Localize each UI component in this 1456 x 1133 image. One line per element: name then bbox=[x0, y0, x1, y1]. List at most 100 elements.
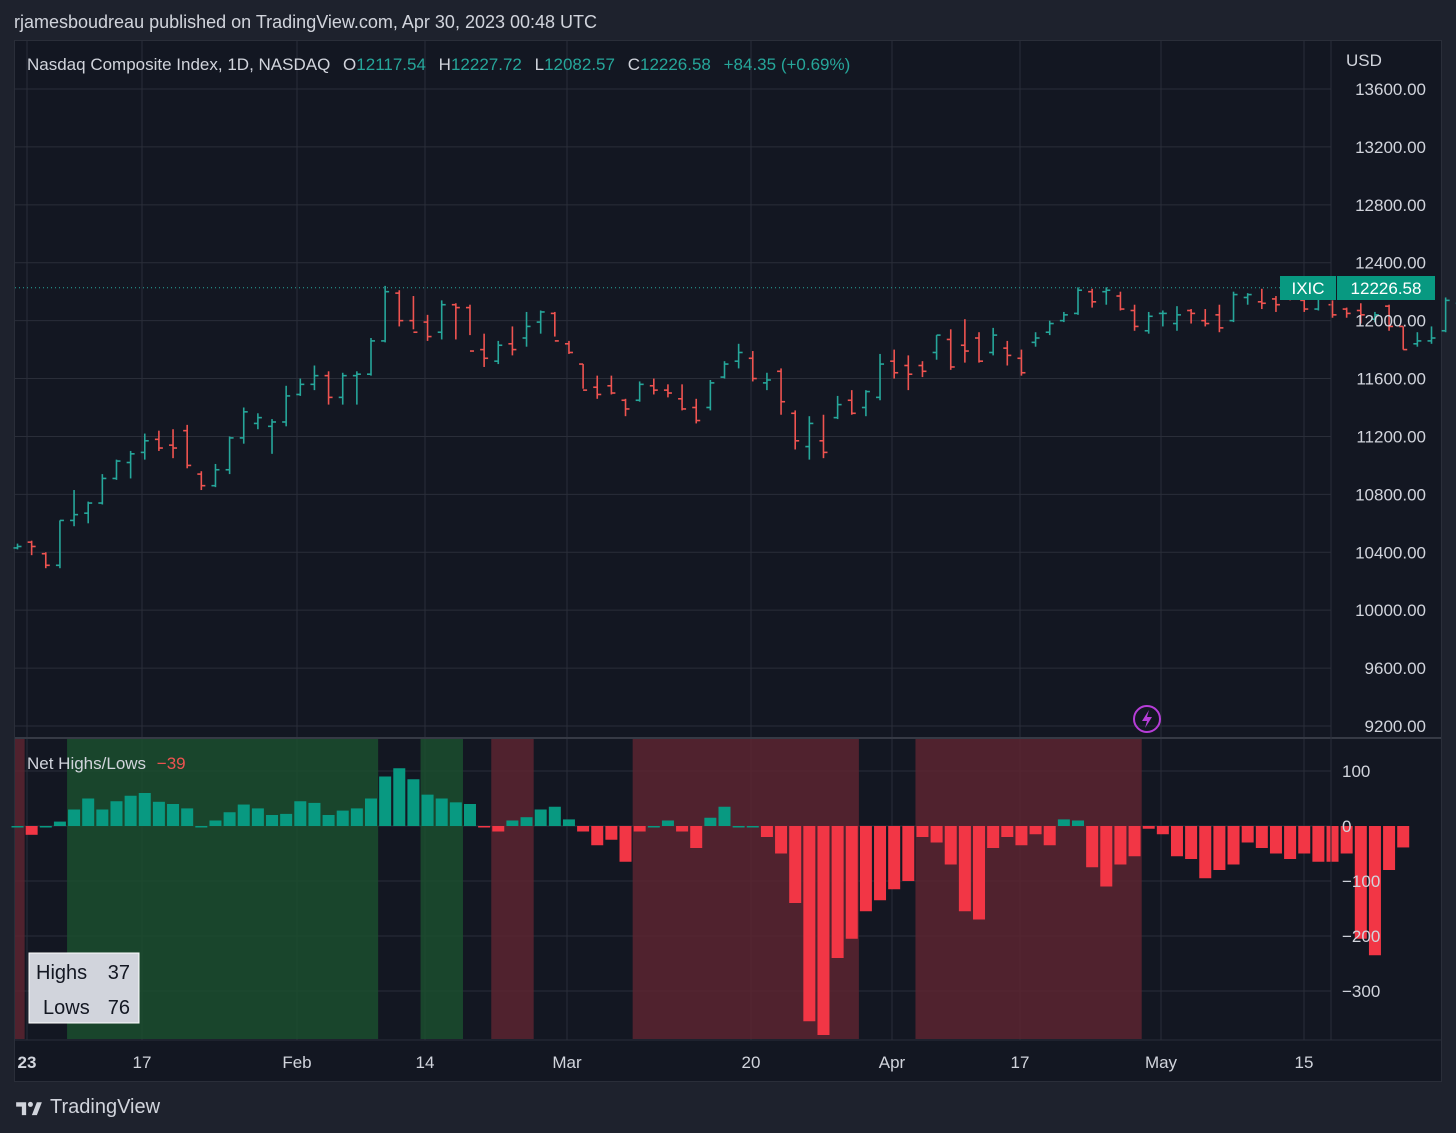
legend-close-label: C bbox=[628, 55, 640, 74]
histogram-bar bbox=[647, 826, 660, 828]
ohlc-bar bbox=[367, 338, 375, 376]
time-tick-label: 23 bbox=[18, 1053, 37, 1072]
symbol-label-box bbox=[1280, 276, 1336, 300]
histogram-bar bbox=[817, 826, 830, 1035]
ohlc-bar bbox=[1059, 311, 1068, 323]
histogram-bar bbox=[1057, 819, 1070, 826]
histogram-bar bbox=[902, 826, 915, 881]
legend-open-label: O bbox=[343, 55, 356, 74]
ohlc-bar bbox=[41, 552, 50, 569]
histogram-bar bbox=[25, 826, 38, 835]
symbol-label: IXIC bbox=[1291, 279, 1324, 298]
histogram-bar bbox=[1199, 826, 1212, 879]
histogram-bar bbox=[1142, 826, 1155, 829]
ohlc-bar bbox=[352, 371, 361, 405]
histogram-bar bbox=[1114, 826, 1127, 865]
price-tick-label: 10000.00 bbox=[1355, 601, 1426, 620]
ohlc-bar bbox=[833, 395, 842, 420]
ohlc-bar bbox=[1172, 306, 1181, 331]
histogram-bar bbox=[605, 826, 618, 840]
ohlc-bar bbox=[1088, 288, 1097, 308]
ohlc-bar bbox=[480, 333, 489, 367]
histogram-bar bbox=[1086, 826, 1099, 868]
histogram-bar bbox=[973, 826, 986, 920]
histogram-bar bbox=[803, 826, 816, 1022]
ohlc-bar bbox=[663, 384, 672, 398]
histogram-bar bbox=[138, 793, 151, 826]
ohlc-bar bbox=[791, 410, 800, 450]
indicator-tick-label: 0 bbox=[1342, 817, 1351, 836]
price-tick-label: 13600.00 bbox=[1355, 80, 1426, 99]
histogram-bar bbox=[294, 801, 307, 826]
ohlc-bar bbox=[126, 450, 135, 479]
publisher-line: rjamesboudreau published on TradingView.… bbox=[14, 12, 598, 32]
legend-high-value: 12227.72 bbox=[451, 55, 522, 74]
ohlc-bar bbox=[508, 326, 517, 356]
histogram-bar bbox=[39, 826, 52, 828]
histogram-bar bbox=[435, 798, 448, 826]
time-axis-ticks: 23 17 Feb 14 Mar 20 Apr 17 May 15 bbox=[18, 1053, 1314, 1072]
ohlc-bar bbox=[13, 543, 22, 550]
histogram-bar bbox=[1241, 826, 1254, 843]
histogram-bar bbox=[280, 813, 293, 826]
ohlc-bar bbox=[1144, 311, 1153, 334]
ohlc-bar bbox=[1370, 311, 1379, 323]
ohlc-bar bbox=[1102, 287, 1111, 305]
histogram-bar bbox=[237, 804, 250, 826]
histogram-bar bbox=[506, 820, 519, 826]
histogram-bar bbox=[1312, 826, 1325, 862]
ohlc-bar bbox=[550, 311, 559, 342]
histogram-bar bbox=[1185, 826, 1198, 859]
ohlc-bar bbox=[1201, 309, 1210, 327]
ohlc-bar bbox=[282, 385, 291, 427]
histogram-bar bbox=[350, 808, 363, 826]
footer-brand[interactable]: TradingView bbox=[14, 1096, 160, 1119]
ohlc-bar bbox=[1187, 309, 1196, 324]
ohlc-bar bbox=[989, 327, 998, 356]
ohlc-bar bbox=[904, 355, 913, 391]
legend-low-value: 12082.57 bbox=[544, 55, 615, 74]
ohlc-bar bbox=[918, 361, 927, 378]
indicator-axis-ticks: 100 0 −100 −200 −300 bbox=[1342, 762, 1380, 1001]
ohlc-bar bbox=[423, 314, 432, 341]
ohlc-bar bbox=[1427, 326, 1436, 344]
ohlc-bar bbox=[268, 419, 277, 454]
histogram-bar bbox=[11, 826, 24, 828]
lightning-icon[interactable] bbox=[1133, 705, 1161, 733]
histogram-bar bbox=[831, 826, 844, 958]
histogram-bar bbox=[548, 806, 561, 826]
histogram-bar bbox=[181, 808, 194, 826]
ohlc-bar bbox=[1074, 287, 1082, 315]
histogram-bar bbox=[746, 826, 759, 828]
box-highs-label: Highs bbox=[36, 962, 87, 984]
ohlc-bar bbox=[1045, 320, 1054, 336]
histogram-bar bbox=[308, 802, 321, 826]
histogram-bar bbox=[789, 826, 802, 903]
ohlc-bar bbox=[225, 436, 234, 475]
time-tick-label: 20 bbox=[742, 1053, 761, 1072]
histogram-bar bbox=[1015, 826, 1028, 846]
histogram-bar bbox=[874, 826, 887, 901]
ohlc-bar bbox=[579, 363, 588, 391]
legend-symbol: Nasdaq Composite Index, 1D, NASDAQ bbox=[27, 55, 330, 74]
ohlc-bar bbox=[593, 375, 602, 399]
histogram-bar bbox=[110, 801, 123, 826]
ohlc-bar bbox=[1229, 291, 1238, 323]
histogram-bar bbox=[859, 826, 872, 912]
highs-lows-box bbox=[28, 952, 140, 1024]
histogram-bar bbox=[577, 826, 590, 832]
price-tick-label: 12400.00 bbox=[1355, 254, 1426, 273]
ohlc-bar bbox=[748, 351, 757, 382]
ohlc-bar bbox=[975, 332, 984, 363]
histogram-bar bbox=[775, 826, 788, 854]
ohlc-bar bbox=[762, 372, 771, 391]
box-highs-value: 37 bbox=[108, 962, 130, 984]
histogram-bar bbox=[1213, 826, 1226, 870]
histogram-bar bbox=[534, 809, 547, 826]
histogram-bar bbox=[478, 826, 491, 828]
histogram-bar bbox=[1340, 826, 1353, 854]
price-tick-label: 11600.00 bbox=[1356, 370, 1426, 389]
histogram-bar bbox=[591, 826, 604, 846]
ohlc-bar bbox=[27, 540, 36, 556]
